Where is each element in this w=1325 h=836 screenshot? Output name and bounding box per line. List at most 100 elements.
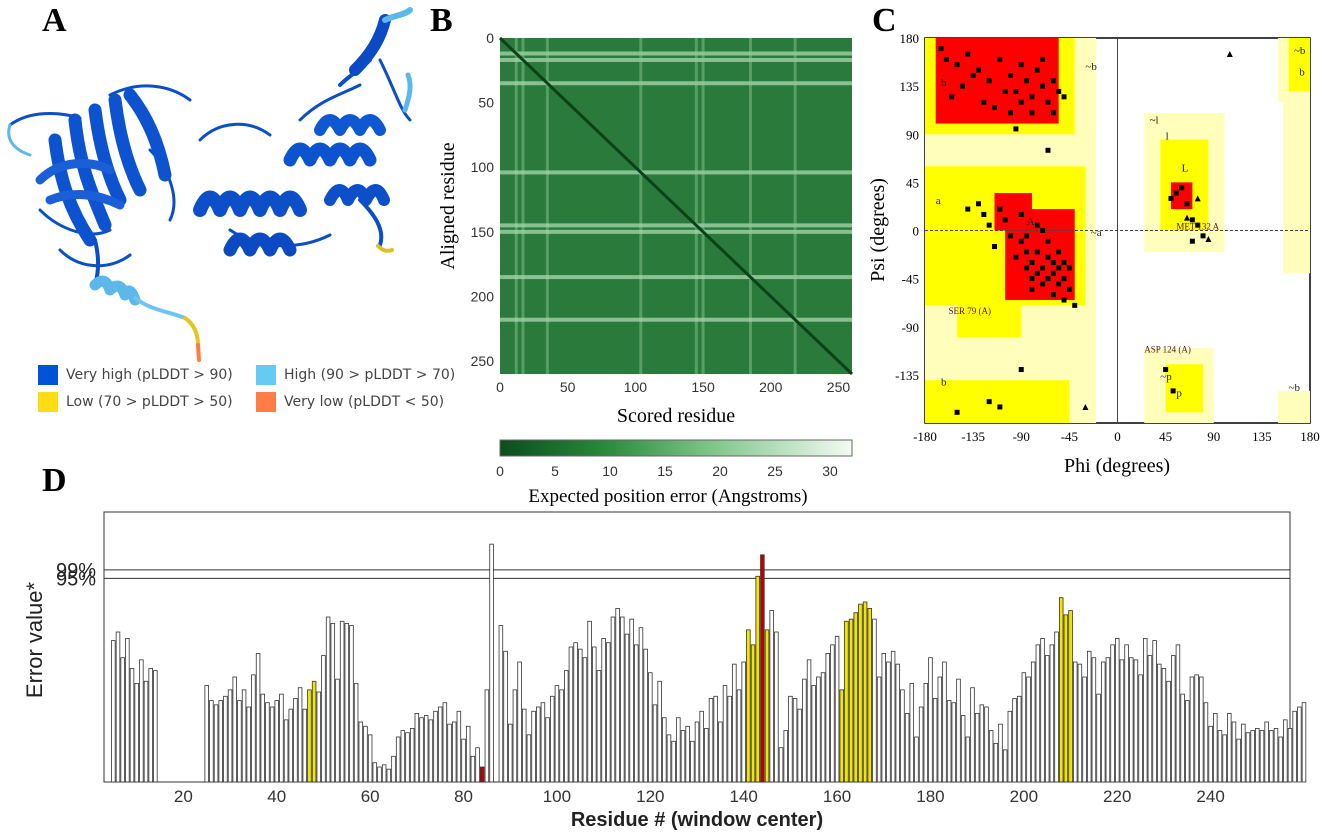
errat-bar xyxy=(1208,725,1213,783)
errat-x-tick: 200 xyxy=(1010,787,1038,806)
pae-band-row xyxy=(500,223,852,228)
errat-bar xyxy=(503,650,508,783)
errat-bar xyxy=(311,680,317,783)
errat-bar xyxy=(652,704,658,783)
errat-bar xyxy=(844,620,849,783)
errat-bar xyxy=(666,734,672,783)
rama-residue-point xyxy=(965,51,971,57)
errat-bar xyxy=(125,638,130,783)
rama-region-label: b xyxy=(1299,66,1305,78)
rama-residue-point xyxy=(1002,217,1008,223)
rama-residue-point xyxy=(938,46,944,52)
rama-allowed-region xyxy=(925,380,1070,423)
errat-bar xyxy=(111,640,116,783)
errat-x-label: Residue # (window center) xyxy=(571,809,823,831)
errat-bar xyxy=(657,680,662,783)
rama-residue-point xyxy=(1045,254,1051,260)
errat-bar xyxy=(1203,702,1209,783)
errat-bar xyxy=(1138,674,1143,783)
pae-x-tick: 250 xyxy=(827,379,851,395)
panel-label-b: B xyxy=(430,2,453,39)
rama-residue-point xyxy=(975,67,981,73)
errat-x-tick: 180 xyxy=(916,787,944,806)
errat-bar xyxy=(456,710,462,783)
ramachandran-plot: -180 -135 -90 -45 0 45 90 135 180 180 135 90 45 0 -45… xyxy=(870,31,1320,477)
rama-residue-point xyxy=(986,399,992,405)
errat-bar xyxy=(1175,644,1181,783)
rama-residue-point xyxy=(1066,286,1072,292)
errat-bar xyxy=(522,708,527,783)
errat-bar xyxy=(792,698,798,783)
errat-bar xyxy=(904,713,910,783)
errat-bar xyxy=(778,747,784,783)
errat-bar xyxy=(391,755,396,783)
pae-band-col xyxy=(701,38,705,374)
rama-residue-point xyxy=(1056,281,1062,287)
pae-band-col xyxy=(694,38,698,374)
errat-bar xyxy=(223,695,228,783)
errat-bar xyxy=(559,689,564,783)
rama-residue-point xyxy=(1034,270,1040,276)
errat-bar xyxy=(1245,732,1251,783)
errat-bar xyxy=(1152,640,1157,783)
errat-bar xyxy=(349,625,354,783)
panel-label-d: D xyxy=(42,462,67,499)
pae-band-row xyxy=(500,229,852,234)
pae-y-tick: 200 xyxy=(471,288,495,304)
errat-x-tick: 100 xyxy=(543,787,571,806)
rama-residue-point xyxy=(997,404,1003,410)
rama-residue-point xyxy=(1013,88,1019,94)
errat-bar xyxy=(564,670,569,783)
rama-y-tick: -90 xyxy=(902,320,919,335)
errat-bar xyxy=(470,755,476,783)
errat-bar xyxy=(536,706,541,783)
errat-bar xyxy=(881,653,887,783)
errat-bar xyxy=(606,642,611,783)
rama-outlier-label: MET 132 A xyxy=(1176,221,1219,231)
errat-bar xyxy=(638,627,644,783)
rama-region-label: A xyxy=(1027,216,1035,228)
errat-bar xyxy=(774,631,779,783)
errat-bar xyxy=(265,702,270,783)
rama-residue-point xyxy=(949,94,955,100)
legend-label: Very low (pLDDT < 50) xyxy=(284,394,445,410)
errat-bar xyxy=(204,685,209,783)
errat-bar xyxy=(428,719,434,783)
errat-bar xyxy=(218,700,223,783)
errat-x-tick: 120 xyxy=(636,787,664,806)
rama-residue-point xyxy=(1040,83,1046,89)
errat-bar xyxy=(1096,693,1101,783)
errat-bar xyxy=(213,704,219,783)
errat-bar xyxy=(998,723,1003,783)
pae-y-tick: 0 xyxy=(486,30,494,46)
errat-bar xyxy=(685,725,690,783)
legend-very-high: Very high (pLDDT > 90) xyxy=(38,365,233,385)
errat-bar xyxy=(900,689,905,783)
rama-residue-point xyxy=(943,56,949,62)
errat-bar xyxy=(1283,719,1288,783)
errat-bar xyxy=(582,657,588,783)
errat-bar xyxy=(316,691,322,783)
rama-region-label: ~b xyxy=(1289,382,1301,394)
errat-bar xyxy=(708,698,714,783)
rama-residue-point xyxy=(1179,185,1185,191)
rama-residue-point xyxy=(1029,260,1035,266)
errat-bar xyxy=(269,706,275,783)
errat-bar xyxy=(1250,730,1255,783)
errat-bar xyxy=(956,678,961,783)
rama-x-label: Phi (degrees) xyxy=(1064,455,1170,477)
rama-residue-point xyxy=(1050,260,1056,266)
rama-residue-point xyxy=(1189,238,1195,244)
rama-residue-point xyxy=(1018,367,1024,373)
errat-bar xyxy=(288,708,294,783)
errat-bar xyxy=(601,638,606,783)
panel-label-a: A xyxy=(42,2,67,39)
errat-bar xyxy=(1058,597,1064,783)
pae-x-tick: 0 xyxy=(496,379,504,395)
pae-y-tick: 250 xyxy=(471,353,495,369)
rama-allowed-region xyxy=(1288,38,1310,92)
errat-bar xyxy=(806,659,812,783)
errat-bar xyxy=(722,685,728,783)
pae-band-row xyxy=(500,170,852,175)
errat-bar xyxy=(895,663,901,783)
